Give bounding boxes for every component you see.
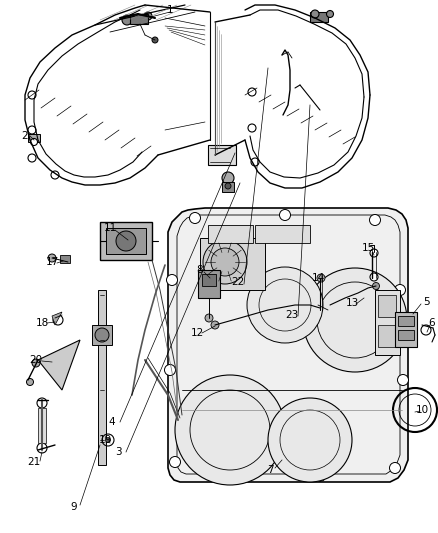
Circle shape (205, 314, 213, 322)
Circle shape (279, 209, 290, 221)
Text: 19: 19 (99, 435, 112, 445)
Text: 4: 4 (109, 417, 115, 427)
Circle shape (222, 172, 234, 184)
Circle shape (395, 285, 406, 295)
Bar (395, 312, 417, 347)
Bar (208, 225, 253, 243)
Text: 23: 23 (286, 310, 299, 320)
Circle shape (303, 268, 407, 372)
Bar (255, 225, 310, 243)
Polygon shape (38, 340, 80, 390)
Bar (98, 290, 106, 465)
Text: 7: 7 (267, 465, 273, 475)
Circle shape (51, 171, 59, 179)
Text: 17: 17 (46, 257, 59, 267)
Bar (398, 316, 414, 326)
Text: 12: 12 (191, 328, 204, 338)
Bar (375, 290, 400, 355)
Bar (198, 270, 220, 298)
Text: 13: 13 (346, 298, 359, 308)
Circle shape (27, 378, 33, 385)
Circle shape (251, 158, 259, 166)
Circle shape (32, 359, 40, 367)
Text: 20: 20 (29, 355, 42, 365)
Circle shape (31, 139, 38, 146)
Text: 11: 11 (103, 223, 117, 233)
Text: 14: 14 (311, 273, 325, 283)
Circle shape (247, 267, 323, 343)
Circle shape (170, 456, 180, 467)
Circle shape (175, 375, 285, 485)
Circle shape (225, 183, 231, 189)
Bar (60, 255, 70, 263)
Circle shape (211, 248, 239, 276)
Circle shape (116, 231, 136, 251)
Circle shape (389, 463, 400, 473)
Text: 8: 8 (197, 265, 203, 275)
Text: 3: 3 (115, 447, 121, 457)
Polygon shape (168, 208, 408, 482)
Bar (208, 145, 236, 165)
Circle shape (106, 438, 110, 442)
Bar (202, 274, 216, 286)
Circle shape (311, 10, 319, 18)
Circle shape (122, 15, 132, 25)
Circle shape (248, 124, 256, 132)
Circle shape (48, 254, 56, 262)
Circle shape (144, 12, 152, 20)
Text: 18: 18 (35, 318, 49, 328)
Text: 15: 15 (361, 243, 374, 253)
Bar (92, 325, 112, 345)
Bar (130, 14, 148, 24)
Text: 10: 10 (415, 405, 428, 415)
Circle shape (211, 321, 219, 329)
Text: 9: 9 (71, 502, 78, 512)
Bar (310, 12, 328, 22)
Circle shape (370, 273, 378, 281)
Polygon shape (52, 312, 62, 325)
Bar (100, 222, 152, 260)
Circle shape (370, 214, 381, 225)
Circle shape (95, 328, 109, 342)
Bar (378, 295, 396, 317)
Circle shape (203, 240, 247, 284)
Circle shape (190, 213, 201, 223)
Circle shape (370, 249, 378, 257)
Circle shape (28, 154, 36, 162)
Circle shape (28, 126, 36, 134)
Circle shape (326, 11, 333, 18)
Circle shape (230, 471, 240, 481)
Circle shape (398, 375, 409, 385)
Text: 6: 6 (429, 318, 435, 328)
Bar (38, 408, 46, 443)
Text: 22: 22 (231, 277, 245, 287)
Text: 2: 2 (22, 131, 28, 141)
Text: 1: 1 (167, 5, 173, 15)
Bar (398, 330, 414, 340)
Circle shape (28, 91, 36, 99)
Circle shape (314, 471, 325, 481)
Circle shape (268, 398, 352, 482)
Bar (28, 134, 40, 142)
Circle shape (372, 282, 379, 289)
Bar (378, 325, 396, 347)
Circle shape (37, 398, 47, 408)
Circle shape (248, 88, 256, 96)
Circle shape (152, 37, 158, 43)
Bar (222, 182, 234, 192)
Circle shape (37, 443, 47, 453)
Circle shape (166, 274, 177, 286)
Text: 21: 21 (27, 457, 41, 467)
Circle shape (317, 274, 325, 282)
Bar (106, 228, 146, 254)
Circle shape (165, 365, 176, 376)
Bar (200, 238, 265, 290)
Text: 5: 5 (424, 297, 430, 307)
